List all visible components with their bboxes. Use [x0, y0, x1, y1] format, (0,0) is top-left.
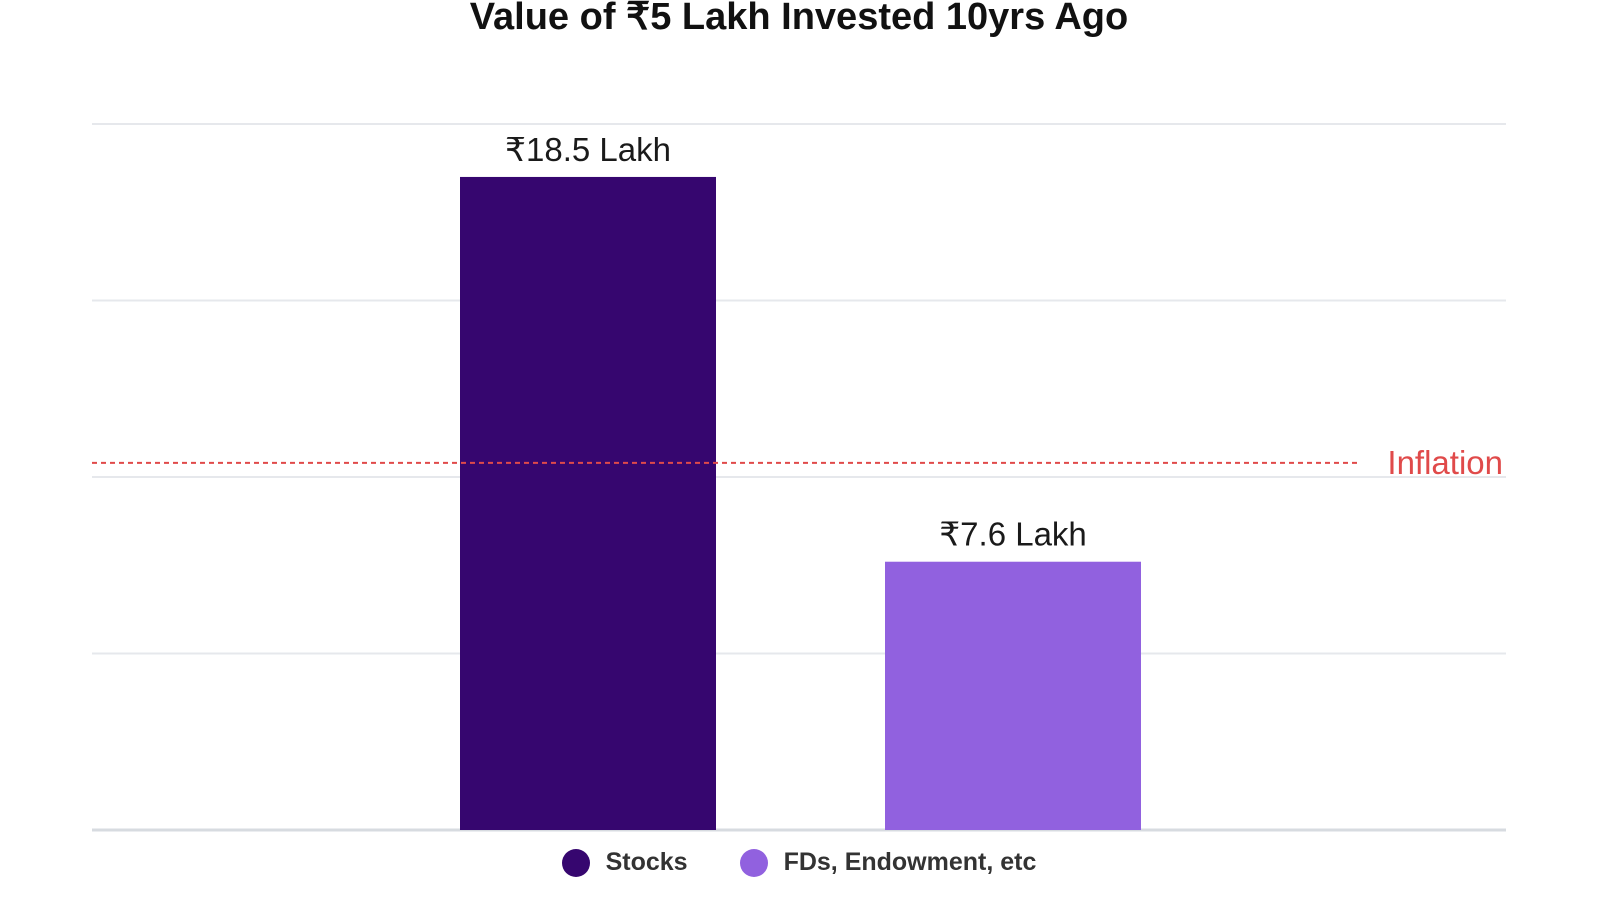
inflation-label: Inflation — [1387, 444, 1503, 481]
legend-swatch-stocks — [561, 848, 590, 877]
legend-label-stocks: Stocks — [605, 848, 688, 876]
chart-legend: Stocks FDs, Endowment, etc — [0, 848, 1598, 877]
bar-fds — [885, 561, 1141, 830]
legend-item-fds: FDs, Endowment, etc — [739, 848, 1037, 877]
data-label-stocks: ₹18.5 Lakh — [505, 131, 671, 168]
legend-label-fds: FDs, Endowment, etc — [783, 848, 1037, 876]
chart-title: Value of ₹5 Lakh Invested 10yrs Ago — [469, 0, 1129, 38]
legend-swatch-fds — [739, 848, 768, 877]
data-label-fds: ₹7.6 Lakh — [939, 516, 1087, 553]
legend-item-stocks: Stocks — [561, 848, 688, 877]
bar-stocks — [460, 176, 716, 830]
